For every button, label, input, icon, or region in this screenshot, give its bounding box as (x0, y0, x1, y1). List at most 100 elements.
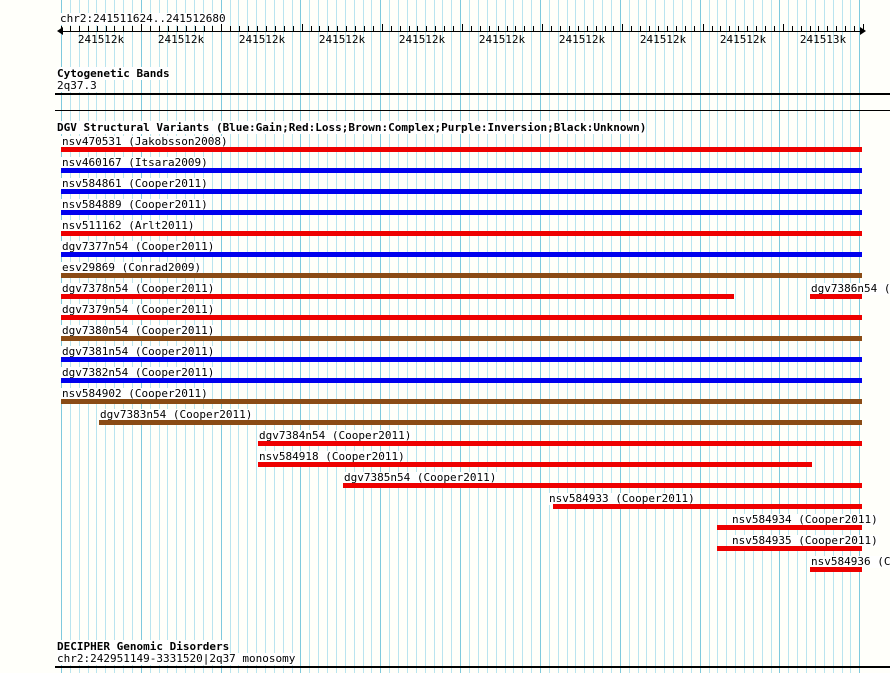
cytogenetic-divider (55, 93, 890, 95)
feature-label[interactable]: dgv7383n54 (Cooper2011) (99, 408, 254, 421)
feature-bar[interactable] (61, 294, 734, 299)
feature-bar[interactable] (61, 147, 862, 152)
axis-tick-minor (587, 26, 588, 31)
feature-label[interactable]: nsv584861 (Cooper2011) (61, 177, 209, 190)
feature-bar[interactable] (61, 273, 862, 278)
axis-tick-minor (230, 26, 231, 31)
axis-tick-minor (756, 26, 757, 31)
axis-tick-label: 241512k (238, 33, 286, 46)
axis-tick-minor (391, 26, 392, 31)
axis-tick-minor (640, 26, 641, 31)
axis-tick-minor (186, 26, 187, 31)
feature-label[interactable]: dgv7382n54 (Cooper2011) (61, 366, 216, 379)
feature-label[interactable]: nsv584902 (Cooper2011) (61, 387, 209, 400)
axis-tick-minor (212, 26, 213, 31)
feature-bar[interactable] (99, 420, 862, 425)
axis-tick-major (703, 24, 704, 32)
axis-tick-minor (364, 26, 365, 31)
feature-label[interactable]: dgv7377n54 (Cooper2011) (61, 240, 216, 253)
feature-bar[interactable] (61, 357, 862, 362)
feature-bar[interactable] (61, 189, 862, 194)
axis-tick-minor (747, 26, 748, 31)
axis-tick-minor (168, 26, 169, 31)
feature-label[interactable]: nsv584889 (Cooper2011) (61, 198, 209, 211)
axis-tick-label: 241512k (398, 33, 446, 46)
axis-tick-minor (195, 26, 196, 31)
feature-bar[interactable] (343, 483, 862, 488)
axis-tick-minor (239, 26, 240, 31)
feature-bar[interactable] (717, 525, 862, 530)
feature-label[interactable]: nsv584918 (Cooper2011) (258, 450, 406, 463)
coordinate-range-label: chr2:241511624..241512680 (60, 12, 226, 25)
feature-bar[interactable] (810, 567, 862, 572)
decipher-divider (55, 666, 890, 668)
feature-bar[interactable] (258, 441, 862, 446)
feature-bar[interactable] (61, 315, 862, 320)
feature-label[interactable]: esv29869 (Conrad2009) (61, 261, 203, 274)
axis-tick-minor (132, 26, 133, 31)
axis-tick-minor (560, 26, 561, 31)
axis-tick-minor (266, 26, 267, 31)
axis-tick-minor (444, 26, 445, 31)
axis-tick-minor (596, 26, 597, 31)
axis-tick-minor (569, 26, 570, 31)
axis-tick-major (863, 24, 864, 32)
feature-label[interactable]: dgv7381n54 (Cooper2011) (61, 345, 216, 358)
feature-bar[interactable] (717, 546, 862, 551)
axis-tick-minor (533, 26, 534, 31)
feature-label[interactable]: dgv7379n54 (Cooper2011) (61, 303, 216, 316)
axis-tick-minor (426, 26, 427, 31)
axis-tick-minor (417, 26, 418, 31)
feature-bar[interactable] (61, 336, 862, 341)
feature-label[interactable]: nsv511162 (Arlt2011) (61, 219, 196, 232)
feature-bar[interactable] (61, 378, 862, 383)
feature-bar[interactable] (61, 210, 862, 215)
axis-tick-major (221, 24, 222, 32)
feature-bar[interactable] (810, 294, 862, 299)
feature-label[interactable]: nsv584936 (Co (810, 556, 890, 568)
axis-tick-major (141, 24, 142, 32)
axis-tick-major (622, 24, 623, 32)
axis-tick-minor (685, 26, 686, 31)
axis-tick-minor (551, 26, 552, 31)
feature-bar[interactable] (258, 462, 812, 467)
axis-tick-minor (720, 26, 721, 31)
axis-tick-minor (729, 26, 730, 31)
axis-tick-minor (854, 26, 855, 31)
axis-tick-minor (275, 26, 276, 31)
feature-bar[interactable] (553, 504, 862, 509)
axis-tick-label: 241512k (318, 33, 366, 46)
axis-tick-minor (355, 26, 356, 31)
axis-tick-minor (774, 26, 775, 31)
axis-tick-minor (810, 26, 811, 31)
axis-tick-minor (293, 26, 294, 31)
axis-tick-minor (489, 26, 490, 31)
feature-label[interactable]: nsv470531 (Jakobsson2008) (61, 135, 229, 148)
axis-tick-label: 241512k (157, 33, 205, 46)
axis-tick-minor (257, 26, 258, 31)
feature-bar[interactable] (61, 252, 862, 257)
axis-tick-minor (346, 26, 347, 31)
axis-tick-minor (114, 26, 115, 31)
feature-label[interactable]: dgv7386n54 (C (810, 283, 890, 295)
feature-label[interactable]: nsv584935 (Cooper2011) (731, 534, 879, 547)
axis-tick-minor (712, 26, 713, 31)
cytogenetic-bands-title: Cytogenetic Bands (57, 67, 170, 80)
feature-label[interactable]: nsv584933 (Cooper2011) (548, 492, 696, 505)
axis-tick-minor (507, 26, 508, 31)
feature-label[interactable]: nsv584934 (Cooper2011) (731, 513, 879, 526)
axis-tick-minor (400, 26, 401, 31)
axis-tick-minor (409, 26, 410, 31)
axis-tick-major (462, 24, 463, 32)
feature-label[interactable]: dgv7378n54 (Cooper2011) (61, 282, 216, 295)
axis-arrow-left-icon (57, 27, 63, 35)
axis-tick-minor (248, 26, 249, 31)
axis-tick-minor (328, 26, 329, 31)
feature-label[interactable]: dgv7384n54 (Cooper2011) (258, 429, 413, 442)
feature-bar[interactable] (61, 231, 862, 236)
feature-bar[interactable] (61, 168, 862, 173)
feature-bar[interactable] (61, 399, 862, 404)
feature-label[interactable]: nsv460167 (Itsara2009) (61, 156, 209, 169)
feature-label[interactable]: dgv7380n54 (Cooper2011) (61, 324, 216, 337)
feature-label[interactable]: dgv7385n54 (Cooper2011) (343, 471, 498, 484)
